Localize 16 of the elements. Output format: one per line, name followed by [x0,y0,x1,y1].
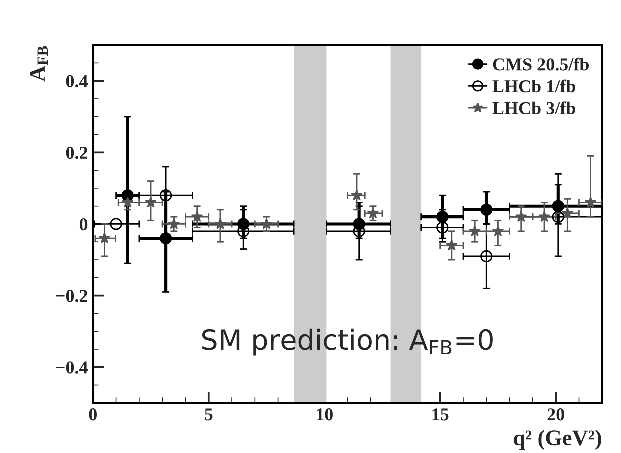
legend-label: LHCb 3/fb [492,102,576,115]
annotation: SM prediction: A$_{FB}$=0 [202,328,493,356]
y-tick-label: 0.2 [66,146,88,160]
y-axis-title: A$_{FB}$ [30,46,48,82]
y-tick-label: 0 [80,218,88,231]
x-axis-title: q² (GeV²) [514,430,602,450]
y-tick-label: −0.2 [56,290,88,302]
y-tick-label: 0.4 [66,75,88,88]
x-tick-label: 20 [548,408,564,421]
x-tick-label: 10 [317,408,333,421]
legend-label: CMS 20.5/fb [493,58,589,71]
legend-label: LHCb 1/fb [492,80,576,93]
x-tick-label: 0 [89,408,97,421]
x-tick-label: 5 [205,408,213,421]
x-tick-label: 15 [432,408,449,421]
y-tick-label: −0.4 [56,362,88,374]
